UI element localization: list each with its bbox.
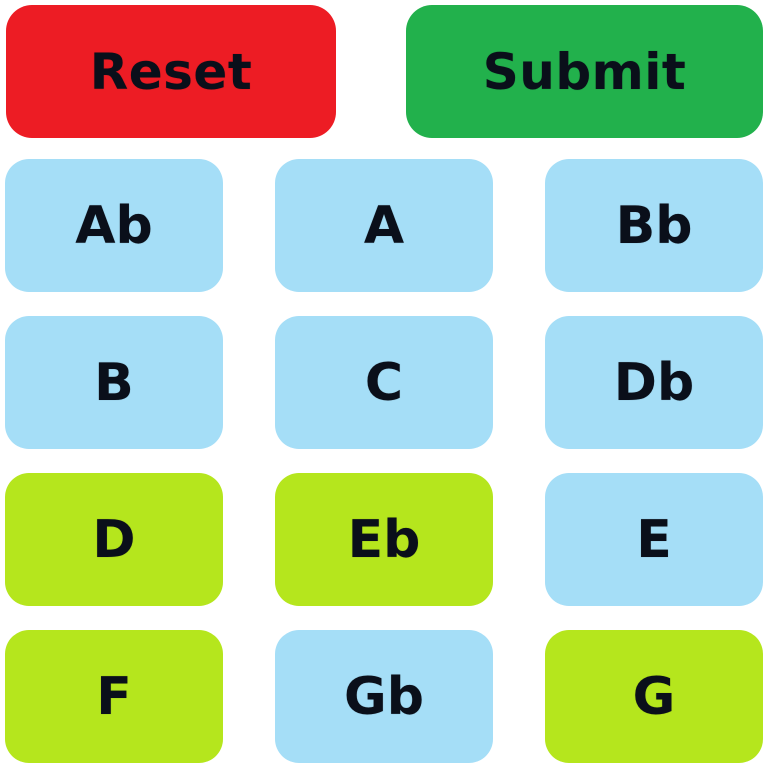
note-button-f[interactable]: F: [5, 630, 223, 763]
note-button-e[interactable]: E: [545, 473, 763, 606]
note-button-c[interactable]: C: [275, 316, 493, 449]
note-button-gb[interactable]: Gb: [275, 630, 493, 763]
note-button-eb[interactable]: Eb: [275, 473, 493, 606]
note-button-g[interactable]: G: [545, 630, 763, 763]
reset-button[interactable]: Reset: [6, 5, 336, 138]
submit-button[interactable]: Submit: [406, 5, 763, 138]
note-button-bb[interactable]: Bb: [545, 159, 763, 292]
note-button-a[interactable]: A: [275, 159, 493, 292]
note-button-b[interactable]: B: [5, 316, 223, 449]
note-button-d[interactable]: D: [5, 473, 223, 606]
note-button-ab[interactable]: Ab: [5, 159, 223, 292]
note-button-db[interactable]: Db: [545, 316, 763, 449]
